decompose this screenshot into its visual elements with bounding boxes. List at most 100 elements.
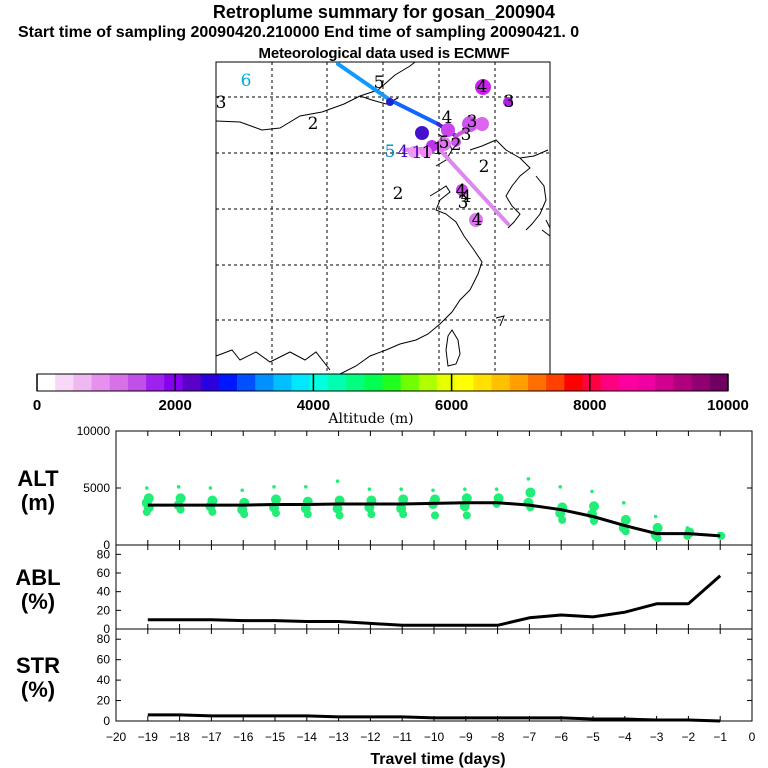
x-tick-label: −10 [424,730,445,744]
panel-ylabel: STR [16,653,60,678]
map-trajectory-label: 6 [241,71,252,91]
panel-frame [115,544,753,630]
panel-ylabel: ABL [15,565,60,590]
plume-point [461,493,472,504]
plume-dot [420,146,432,158]
plume-point [462,511,471,520]
plume-dot [462,116,478,132]
plume-point [558,485,562,489]
colorbar-swatch [109,374,129,391]
meteorological-data-note: Meteorological data used is ECMWF [258,45,510,62]
map-trajectory-label: 3 [216,93,227,113]
map-trajectory-label: 2 [393,184,404,204]
y-tick-label: 20 [97,603,111,617]
colorbar-swatch [418,374,438,391]
colorbar-swatch [55,374,74,391]
panel-ylabel-unit: (m) [21,490,55,515]
colorbar-swatch [691,374,711,391]
x-tick-label: −19 [138,730,159,744]
map-trajectory-label: 3 [458,193,469,213]
colorbar-swatch [273,374,292,391]
plume-point [399,510,408,519]
panel-ylabel-unit: (%) [21,589,55,614]
plume-point [399,487,404,491]
plume-point [590,517,598,526]
map-trajectory-label: 4 [442,108,453,128]
plume-point [621,527,630,536]
colorbar-swatch [255,374,274,391]
plume-point [176,505,185,514]
colorbar-swatch [509,374,529,391]
map-trajectory-label: 1 [422,143,433,163]
plume-point [526,477,531,481]
colorbar-tick-label: 4000 [297,397,330,414]
altitude-colorbar [36,373,729,392]
plume-point [335,479,340,483]
x-tick-label: −11 [392,730,412,744]
map-trajectory-label: 3 [504,92,515,112]
y-tick-label: 20 [97,694,111,708]
y-tick-label: 80 [97,547,111,561]
plume-point [271,494,281,505]
time-series-panels: ALT(m)1000050000ABL(%)806040200STR(%)806… [15,424,755,768]
plume-dot [451,137,461,147]
x-tick-label: −1 [713,730,727,744]
plume-point [398,494,409,505]
trail-segment-violet [438,148,510,226]
colorbar-swatch [655,374,674,391]
y-tick-label: 5000 [83,481,110,495]
plume-point [335,511,344,520]
colorbar-swatch [600,374,620,391]
colorbar-swatch [237,374,256,391]
colorbar-swatch [618,374,638,391]
colorbar-swatch [346,374,365,391]
x-tick-label: −2 [682,730,696,744]
plume-point [145,486,149,490]
plume-dot [503,97,513,107]
panel-ylabel: ALT [17,466,59,491]
map-trajectory-label: 5 [385,142,396,162]
x-tick-label: −20 [106,730,127,744]
colorbar-swatch [382,374,402,391]
plume-point [272,509,280,518]
map-trajectory-label: 3 [461,125,472,145]
y-tick-label: 0 [103,622,110,636]
x-tick-label: −4 [618,730,632,744]
plume-point [303,510,312,519]
plume-point [367,487,372,491]
plume-dot [415,126,429,140]
map-trajectory-label: 5 [439,133,450,153]
map-trajectory-label: 1 [433,139,444,159]
plume-point [240,488,244,493]
colorbar-swatch [327,374,347,391]
map-gridlines [216,62,550,374]
plume-dot [408,146,420,158]
map-trajectory-label: 2 [479,157,490,177]
x-tick-label: −9 [459,730,473,744]
colorbar-swatch [218,374,238,391]
plume-point [142,507,151,516]
plume-point [494,487,499,491]
map-trajectory-label: 5 [374,73,385,93]
colorbar-swatch [491,374,511,391]
plume-point [717,531,726,540]
x-tick-label: −6 [554,730,568,744]
colorbar-swatch [127,374,147,391]
plume-point [653,514,658,519]
colorbar-tick-labels: 0 2000 4000 6000 8000 10000 [33,397,749,414]
x-tick-label: −18 [169,730,190,744]
colorbar-swatch [546,374,565,391]
plume-dot [386,98,394,106]
chart-title: Retroplume summary for gosan_200904 [212,2,556,22]
plume-point [208,486,213,490]
colorbar-swatch [637,374,656,391]
x-tick-label: −13 [328,730,349,744]
series-line [147,501,721,538]
colorbar-swatch [364,374,383,391]
y-tick-label: 10000 [77,424,111,438]
plume-dot [475,117,489,131]
